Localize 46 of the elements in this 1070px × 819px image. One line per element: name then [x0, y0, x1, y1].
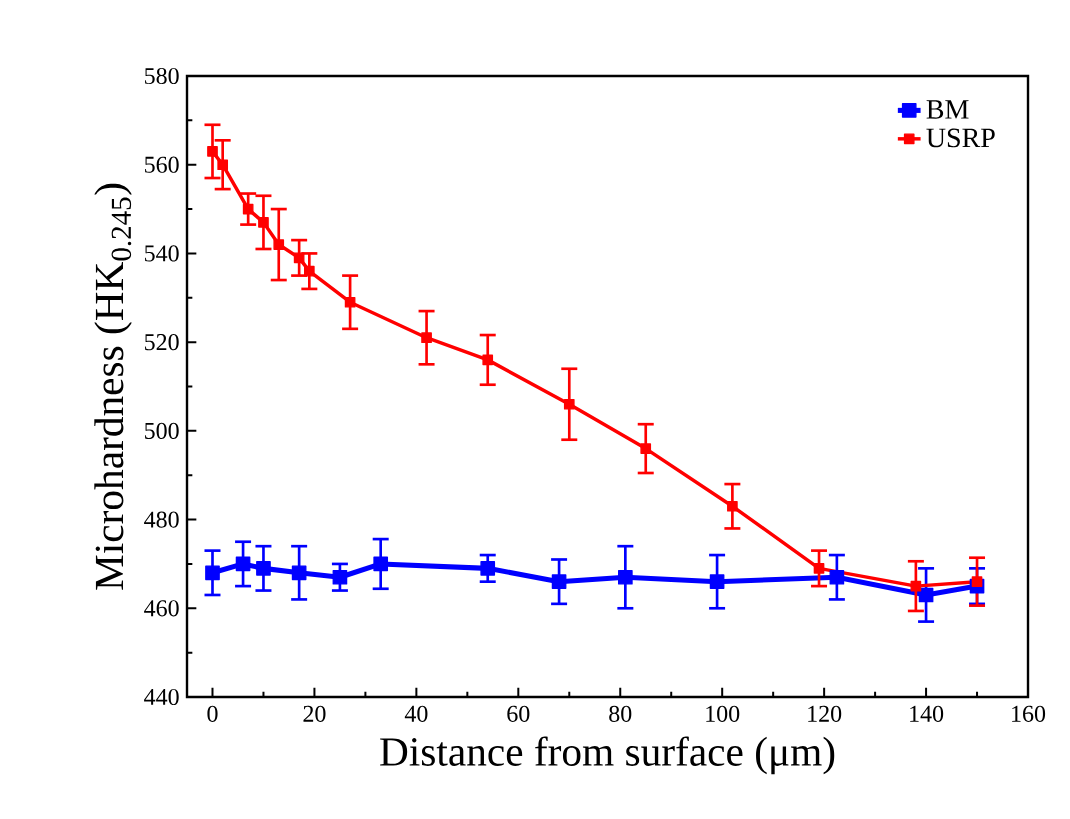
point	[291, 565, 307, 581]
legend-label: BM	[926, 100, 969, 119]
point	[256, 561, 271, 576]
point	[205, 565, 220, 581]
point	[273, 239, 285, 250]
point	[727, 500, 738, 512]
point	[971, 576, 983, 588]
point	[563, 398, 575, 410]
x-axis-title: Distance from surface (μm)	[380, 736, 835, 775]
y-tick-label: 460	[144, 600, 179, 617]
point	[482, 354, 494, 366]
y-axis-title: Microhardness (HK$_{0.245}$)	[94, 183, 132, 590]
point	[813, 563, 825, 574]
y-tick-label: 540	[145, 245, 179, 262]
point	[421, 332, 432, 344]
x-tick-label: 80	[609, 705, 632, 722]
point	[217, 159, 229, 171]
point	[242, 203, 254, 215]
point	[344, 296, 356, 308]
point	[304, 265, 315, 277]
point	[258, 217, 269, 228]
x-tick-label: 120	[808, 705, 842, 722]
y-tick-label: 580	[145, 67, 179, 85]
point	[618, 569, 633, 585]
point	[373, 556, 389, 572]
point	[709, 574, 725, 590]
point	[640, 443, 652, 454]
legend-label: USRP	[926, 128, 995, 148]
x-tick-label: 40	[404, 705, 428, 722]
point	[829, 569, 845, 585]
y-tick-label: 440	[144, 688, 179, 706]
point	[480, 561, 496, 576]
x-tick-label: 0	[207, 705, 218, 722]
point	[235, 556, 251, 572]
point	[332, 569, 348, 585]
x-tick-label: 100	[706, 705, 740, 722]
y-tick-label: 520	[145, 334, 179, 351]
point	[207, 146, 218, 157]
y-tick-label: 480	[144, 511, 179, 528]
y-tick-label: 500	[145, 422, 179, 439]
x-tick-label: 20	[303, 705, 326, 722]
y-tick-label: 560	[145, 156, 179, 173]
point	[551, 574, 567, 590]
x-tick-label: 160	[1012, 705, 1046, 722]
x-tick-label: 140	[910, 705, 944, 722]
x-tick-label: 60	[507, 705, 530, 722]
